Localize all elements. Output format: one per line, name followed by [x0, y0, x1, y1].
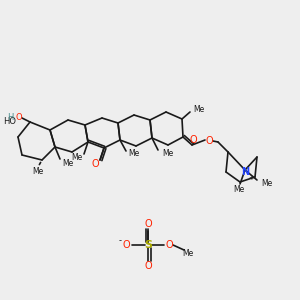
Text: HO: HO: [3, 118, 16, 127]
Text: O: O: [165, 240, 173, 250]
Text: Me: Me: [193, 104, 204, 113]
Text: Me: Me: [62, 158, 73, 167]
Text: Me: Me: [71, 154, 82, 163]
Text: -: -: [118, 236, 122, 245]
Text: Me: Me: [32, 167, 44, 176]
Text: +: +: [248, 175, 254, 181]
Text: O: O: [16, 112, 22, 122]
Text: S: S: [144, 240, 152, 250]
Text: O: O: [189, 135, 197, 145]
Text: O: O: [122, 240, 130, 250]
Text: Me: Me: [128, 149, 139, 158]
Text: Me: Me: [233, 184, 244, 194]
Text: Me: Me: [261, 179, 272, 188]
Text: N: N: [241, 167, 249, 177]
Text: O: O: [205, 136, 213, 146]
Text: Me: Me: [162, 148, 173, 158]
Text: Me: Me: [182, 248, 194, 257]
Text: O: O: [91, 159, 99, 169]
Text: O: O: [144, 261, 152, 271]
Text: O: O: [144, 219, 152, 229]
Text: H: H: [7, 112, 13, 122]
